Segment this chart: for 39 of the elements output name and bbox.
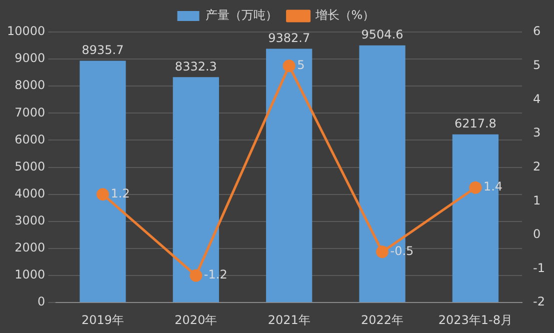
data-label: 8332.3 [174,59,217,74]
y2-tick-label: -1 [533,260,546,275]
x-tick-label: 2019年 [81,312,124,327]
point [190,269,202,282]
y-tick-label: 10000 [6,24,46,38]
x-tick-label: 2020年 [174,312,218,327]
x-tick-label: 2023年1-8月 [438,312,513,327]
point [376,246,389,258]
y-tick-label: 8000 [14,78,46,92]
y-tick-label: 9000 [14,51,46,66]
y2-tick-label: 1 [533,193,541,208]
y-tick-label: 1000 [14,268,46,282]
data-label: 9382.7 [268,30,310,45]
point [469,181,482,194]
bar [266,48,312,302]
y-tick-label: 0 [38,294,46,309]
point [282,60,296,72]
data-label: 6217.8 [454,116,496,130]
y2-tick-label: 2 [533,159,541,174]
y-tick-label: 4000 [14,186,46,200]
y-tick-label: 7000 [14,105,46,120]
point [96,188,110,201]
y-tick-label: 6000 [14,132,46,146]
y2-tick-label: 4 [533,92,541,106]
x-tick-label: 2021年 [268,312,310,327]
legend-label: 增长（%） [314,8,375,22]
x-tick-label: 2022年 [361,312,404,327]
data-label: 9504.6 [361,28,404,42]
data-label: 5 [297,58,305,72]
y2-tick-label: 6 [533,24,541,38]
legend-label: 产量（万吨） [205,8,278,22]
y-tick-label: 3000 [14,214,46,228]
y2-tick-label: 5 [533,58,541,72]
y2-tick-label: 0 [533,227,541,242]
y2-tick-label: -2 [533,294,546,309]
y-tick-label: 5000 [14,159,46,174]
data-label: 8935.7 [82,42,124,57]
y-tick-label: 2000 [14,240,46,255]
y2-tick-label: 3 [533,126,541,140]
